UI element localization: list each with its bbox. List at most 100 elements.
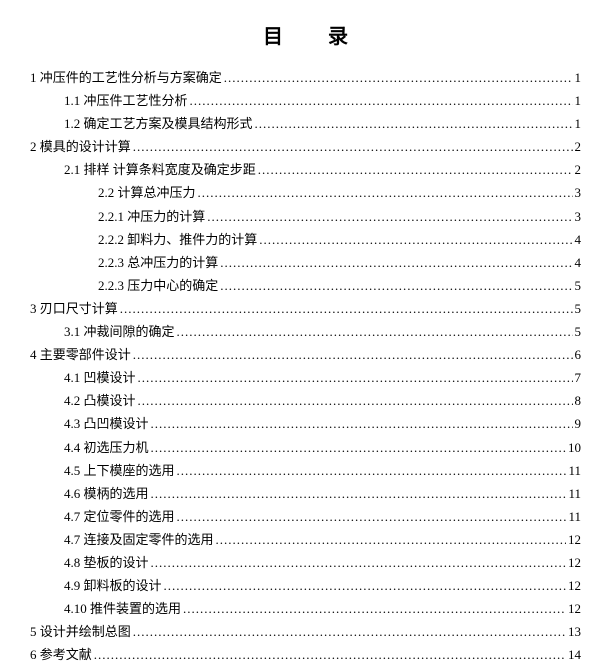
- toc-entry-page: 10: [566, 437, 581, 459]
- toc-entry: 4.6 模柄的选用 11: [30, 483, 581, 505]
- toc-entry-page: 1: [573, 90, 582, 112]
- toc-entry: 5 设计并绘制总图 13: [30, 621, 581, 643]
- toc-entry: 2.2.3 压力中心的确定 5: [30, 275, 581, 297]
- toc-entry-page: 14: [566, 644, 581, 666]
- toc-entry-text: 4.3 凸凹模设计: [64, 413, 149, 435]
- toc-dots: [175, 506, 567, 528]
- toc-dots: [136, 367, 573, 389]
- toc-dots: [131, 136, 573, 158]
- toc-dots: [205, 206, 572, 228]
- toc-entry: 4.10 推件装置的选用 12: [30, 598, 581, 620]
- toc-entry: 6 参考文献 14: [30, 644, 581, 666]
- toc-entry: 2.2.3 总冲压力的计算 4: [30, 252, 581, 274]
- toc-entry-text: 3.1 冲裁间隙的确定: [64, 321, 175, 343]
- toc-entry-text: 2.2.1 冲压力的计算: [98, 206, 205, 228]
- toc-entry-text: 2.2.3 压力中心的确定: [98, 275, 218, 297]
- toc-dots: [218, 252, 572, 274]
- toc-entry: 2.2 计算总冲压力 3: [30, 182, 581, 204]
- toc-entry-text: 4.10 推件装置的选用: [64, 598, 181, 620]
- toc-entry-page: 1: [573, 67, 582, 89]
- toc-entry-page: 1: [573, 113, 582, 135]
- toc-entry-page: 3: [573, 206, 582, 228]
- toc-entry-page: 13: [566, 621, 581, 643]
- toc-entry: 3.1 冲裁间隙的确定 5: [30, 321, 581, 343]
- toc-dots: [196, 182, 573, 204]
- toc-entry: 4.8 垫板的设计12: [30, 552, 581, 574]
- toc-dots: [181, 598, 566, 620]
- toc-entry-page: 11: [566, 483, 581, 505]
- toc-entry-page: 12: [566, 598, 581, 620]
- toc-entry-text: 3 刃口尺寸计算: [30, 298, 118, 320]
- toc-entry-text: 4.5 上下模座的选用: [64, 460, 175, 482]
- toc-entry: 4.2 凸模设计 8: [30, 390, 581, 412]
- toc-dots: [118, 298, 573, 320]
- toc-entry-page: 2: [573, 136, 582, 158]
- toc-entry: 4.5 上下模座的选用11: [30, 460, 581, 482]
- toc-entry-page: 5: [573, 298, 582, 320]
- toc-entry-text: 1.2 确定工艺方案及模具结构形式: [64, 113, 253, 135]
- toc-entry: 4.4 初选压力机 10: [30, 437, 581, 459]
- toc-entry: 4.1 凹模设计 7: [30, 367, 581, 389]
- toc-entry-text: 4.2 凸模设计: [64, 390, 136, 412]
- toc-dots: [175, 460, 567, 482]
- toc-entry-text: 4.6 模柄的选用: [64, 483, 149, 505]
- toc-entry-text: 2 模具的设计计算: [30, 136, 131, 158]
- toc-entry-text: 2.2.3 总冲压力的计算: [98, 252, 218, 274]
- toc-entry: 4 主要零部件设计 6: [30, 344, 581, 366]
- toc-entry: 4.9 卸料板的设计 12: [30, 575, 581, 597]
- toc-entry-page: 4: [573, 252, 582, 274]
- toc-title: 目 录: [30, 20, 581, 49]
- toc-entry-text: 4 主要零部件设计: [30, 344, 131, 366]
- toc-entry-page: 6: [573, 344, 582, 366]
- toc-entry: 4.3 凸凹模设计 9: [30, 413, 581, 435]
- toc-entry-page: 7: [573, 367, 582, 389]
- toc-entry: 4.7 连接及固定零件的选用 12: [30, 529, 581, 551]
- toc-entry-text: 4.4 初选压力机: [64, 437, 149, 459]
- toc-dots: [188, 90, 573, 112]
- toc-dots: [175, 321, 573, 343]
- toc-entry-page: 12: [566, 575, 581, 597]
- toc-entry: 3 刃口尺寸计算 5: [30, 298, 581, 320]
- toc-entry-page: 4: [573, 229, 582, 251]
- toc-entry-text: 1.1 冲压件工艺性分析: [64, 90, 188, 112]
- toc-entry-page: 3: [573, 182, 582, 204]
- toc-dots: [162, 575, 566, 597]
- toc-dots: [149, 483, 567, 505]
- toc-entry: 2 模具的设计计算 2: [30, 136, 581, 158]
- toc-entry-page: 2: [573, 159, 582, 181]
- toc-entry-text: 2.2 计算总冲压力: [98, 182, 196, 204]
- toc-entry-text: 4.7 连接及固定零件的选用: [64, 529, 214, 551]
- toc-entry-text: 4.9 卸料板的设计: [64, 575, 162, 597]
- toc-entry-text: 2.2.2 卸料力、推件力的计算: [98, 229, 257, 251]
- toc-entry-text: 2.1 排样 计算条料宽度及确定步距: [64, 159, 256, 181]
- toc-entry: 2.1 排样 计算条料宽度及确定步距 2: [30, 159, 581, 181]
- toc-dots: [149, 552, 566, 574]
- toc-entry-page: 5: [573, 275, 582, 297]
- toc-dots: [253, 113, 573, 135]
- toc-entry-text: 1 冲压件的工艺性分析与方案确定: [30, 67, 222, 89]
- toc-dots: [149, 437, 566, 459]
- toc-entry: 1.2 确定工艺方案及模具结构形式 1: [30, 113, 581, 135]
- toc-entry-page: 11: [566, 506, 581, 528]
- toc-entry-text: 6 参考文献: [30, 644, 92, 666]
- toc-dots: [131, 621, 566, 643]
- toc-entry: 1.1 冲压件工艺性分析 1: [30, 90, 581, 112]
- toc-entry-page: 8: [573, 390, 582, 412]
- toc-dots: [214, 529, 566, 551]
- toc-entry-text: 4.7 定位零件的选用: [64, 506, 175, 528]
- toc-dots: [257, 229, 572, 251]
- toc-entry-text: 5 设计并绘制总图: [30, 621, 131, 643]
- toc-dots: [222, 67, 573, 89]
- toc-entry-page: 5: [573, 321, 582, 343]
- toc-entry-text: 4.8 垫板的设计: [64, 552, 149, 574]
- toc-entry: 1 冲压件的工艺性分析与方案确定 1: [30, 67, 581, 89]
- toc-entry-page: 9: [573, 413, 582, 435]
- toc-dots: [136, 390, 573, 412]
- toc-dots: [131, 344, 573, 366]
- toc-entry: 2.2.2 卸料力、推件力的计算 4: [30, 229, 581, 251]
- toc-entry: 2.2.1 冲压力的计算 3: [30, 206, 581, 228]
- toc-dots: [149, 413, 573, 435]
- toc-entry-page: 12: [566, 529, 581, 551]
- toc-entry-text: 4.1 凹模设计: [64, 367, 136, 389]
- toc-dots: [218, 275, 572, 297]
